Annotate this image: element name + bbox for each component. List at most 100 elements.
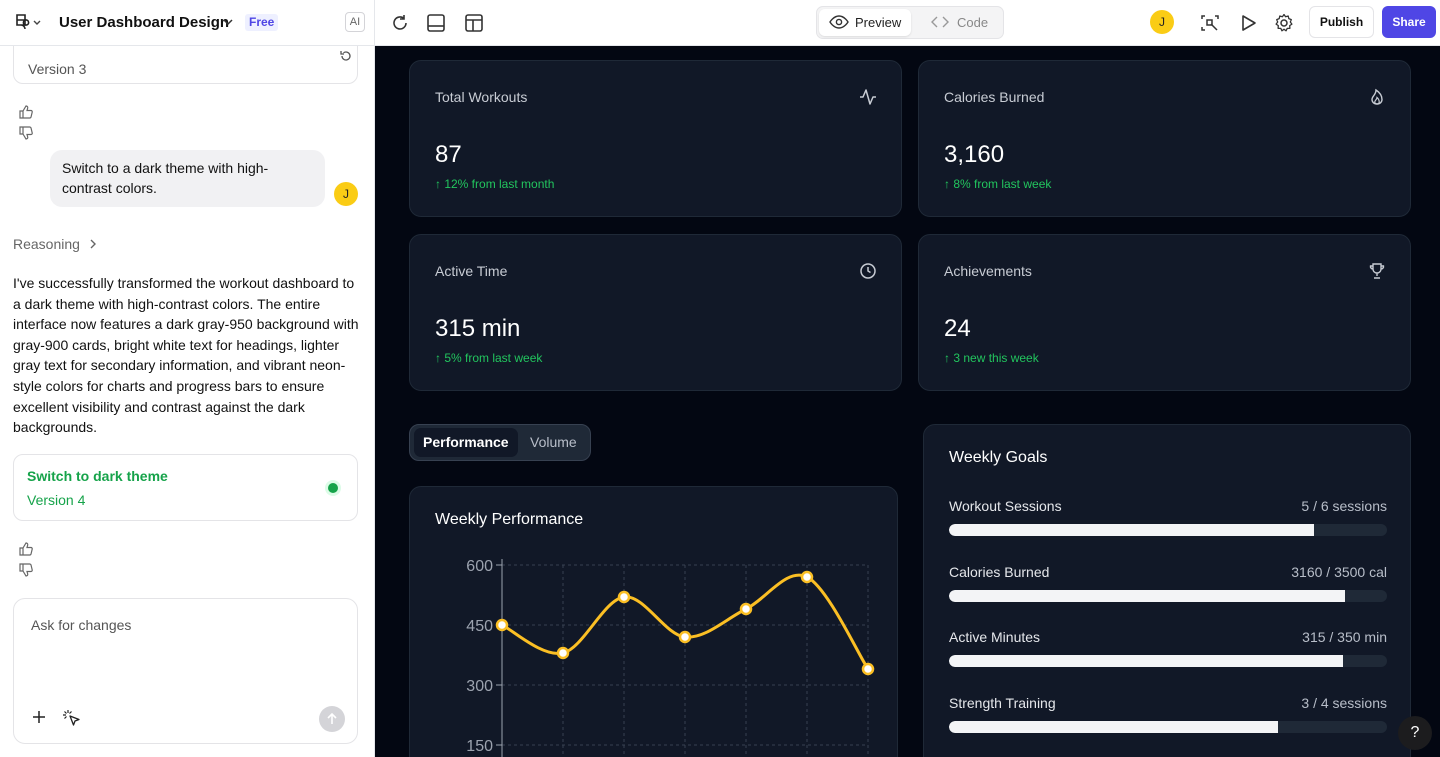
goal-progress-fill bbox=[949, 524, 1314, 536]
stat-change: ↑ 12% from last month bbox=[435, 177, 555, 191]
eye-icon bbox=[829, 15, 849, 29]
stat-card-calories-burned: Calories Burned 3,160 ↑ 8% from last wee… bbox=[918, 60, 1411, 217]
thumbs-up-icon[interactable] bbox=[18, 104, 34, 120]
y-tick-label: 150 bbox=[466, 738, 493, 755]
weekly-goals-card: Weekly Goals Workout Sessions 5 / 6 sess… bbox=[923, 424, 1411, 757]
goal-progress-fill bbox=[949, 655, 1344, 667]
restore-icon[interactable] bbox=[339, 49, 353, 63]
version-name: Switch to dark theme bbox=[27, 468, 168, 484]
stat-title: Total Workouts bbox=[435, 89, 528, 105]
data-point bbox=[617, 590, 631, 604]
goal-calories-burned: Calories Burned 3160 / 3500 cal bbox=[949, 564, 1387, 604]
chat-input[interactable]: Ask for changes bbox=[13, 598, 358, 744]
y-tick-label: 450 bbox=[466, 618, 493, 635]
layout-split-icon[interactable] bbox=[463, 12, 485, 34]
chart-tabs: Performance Volume bbox=[409, 424, 591, 461]
publish-button[interactable]: Publish bbox=[1309, 6, 1374, 38]
arrow-up-icon bbox=[327, 712, 337, 724]
thumbs-down-icon[interactable] bbox=[18, 562, 34, 578]
thumbs-down-icon[interactable] bbox=[18, 125, 34, 141]
goal-value: 5 / 6 sessions bbox=[1301, 498, 1387, 514]
version-card-active[interactable]: Switch to dark theme Version 4 bbox=[13, 454, 358, 521]
chevron-right-icon[interactable] bbox=[89, 238, 97, 250]
chat-panel: Version 3 Switch to a dark theme with hi… bbox=[0, 46, 375, 757]
project-header: User Dashboard Design Free AI bbox=[0, 0, 375, 46]
code-icon bbox=[931, 16, 949, 28]
stat-value: 24 bbox=[944, 315, 971, 342]
feedback-row bbox=[18, 104, 66, 140]
app-logo-icon[interactable] bbox=[14, 12, 42, 34]
goal-progress-fill bbox=[949, 590, 1345, 602]
view-mode-toggle: Preview Code bbox=[816, 6, 1004, 39]
stat-change: ↑ 5% from last week bbox=[435, 351, 543, 365]
data-point bbox=[861, 662, 875, 676]
weekly-performance-card: Weekly Performance 150 300 450 600 bbox=[409, 486, 898, 757]
reasoning-toggle[interactable]: Reasoning bbox=[13, 236, 80, 252]
top-bar: User Dashboard Design Free AI Preview Co… bbox=[0, 0, 1440, 46]
stat-title: Achievements bbox=[944, 263, 1032, 279]
gear-icon[interactable] bbox=[1273, 12, 1295, 34]
goal-progress-track bbox=[949, 590, 1387, 602]
goal-value: 3160 / 3500 cal bbox=[1291, 564, 1387, 580]
data-point bbox=[556, 646, 570, 660]
plus-icon[interactable] bbox=[31, 709, 47, 725]
chart-title: Weekly Performance bbox=[435, 511, 584, 528]
activity-icon bbox=[860, 89, 876, 105]
code-label: Code bbox=[957, 15, 989, 30]
goal-progress-fill bbox=[949, 721, 1278, 733]
refresh-icon[interactable] bbox=[389, 12, 411, 34]
goal-value: 315 / 350 min bbox=[1302, 629, 1387, 645]
stat-card-total-workouts: Total Workouts 87 ↑ 12% from last month bbox=[409, 60, 902, 217]
play-icon[interactable] bbox=[1237, 12, 1259, 34]
user-avatar[interactable]: J bbox=[1150, 10, 1174, 34]
goal-progress-track bbox=[949, 524, 1387, 536]
tab-performance[interactable]: Performance bbox=[414, 428, 518, 457]
goal-name: Strength Training bbox=[949, 695, 1056, 711]
stat-value: 315 min bbox=[435, 315, 521, 342]
y-tick-label: 600 bbox=[466, 558, 493, 575]
y-tick-label: 300 bbox=[466, 678, 493, 695]
data-point bbox=[678, 630, 692, 644]
goals-title: Weekly Goals bbox=[949, 449, 1048, 466]
weekly-performance-chart: 150 300 450 600 bbox=[466, 558, 875, 757]
version-label: Version 4 bbox=[27, 492, 86, 508]
thumbs-up-icon[interactable] bbox=[18, 541, 34, 557]
send-button[interactable] bbox=[319, 706, 345, 732]
data-point bbox=[495, 618, 509, 632]
ai-badge[interactable]: AI bbox=[345, 12, 365, 32]
goal-progress-track bbox=[949, 655, 1387, 667]
stat-title: Active Time bbox=[435, 263, 508, 279]
stat-title: Calories Burned bbox=[944, 89, 1045, 105]
flame-icon bbox=[1371, 88, 1383, 105]
project-title[interactable]: User Dashboard Design bbox=[59, 14, 230, 31]
preview-tab[interactable]: Preview bbox=[819, 9, 911, 36]
code-tab[interactable]: Code bbox=[919, 9, 1001, 36]
feedback-row bbox=[18, 541, 66, 577]
data-point bbox=[739, 602, 753, 616]
chat-input-placeholder: Ask for changes bbox=[31, 617, 132, 633]
scan-select-icon[interactable] bbox=[1199, 12, 1221, 34]
data-point bbox=[800, 570, 814, 584]
chevron-down-icon[interactable] bbox=[223, 14, 233, 30]
stat-card-active-time: Active Time 315 min ↑ 5% from last week bbox=[409, 234, 902, 391]
help-button[interactable]: ? bbox=[1398, 716, 1432, 750]
plan-badge: Free bbox=[245, 14, 279, 31]
user-avatar-chat: J bbox=[334, 182, 358, 206]
share-button[interactable]: Share bbox=[1382, 6, 1436, 38]
select-element-icon[interactable] bbox=[62, 709, 82, 729]
goal-workout-sessions: Workout Sessions 5 / 6 sessions bbox=[949, 498, 1387, 538]
goal-value: 3 / 4 sessions bbox=[1301, 695, 1387, 711]
active-status-dot bbox=[328, 483, 338, 493]
stat-change: ↑ 3 new this week bbox=[944, 351, 1039, 365]
goal-name: Active Minutes bbox=[949, 629, 1041, 645]
goal-progress-track bbox=[949, 721, 1387, 733]
goal-name: Workout Sessions bbox=[949, 498, 1062, 514]
goal-active-minutes: Active Minutes 315 / 350 min bbox=[949, 629, 1387, 669]
tab-volume[interactable]: Volume bbox=[530, 434, 577, 450]
stat-change: ↑ 8% from last week bbox=[944, 177, 1052, 191]
layout-panel-icon[interactable] bbox=[425, 12, 447, 34]
version-card-previous[interactable]: Version 3 bbox=[13, 46, 358, 84]
user-message: Switch to a dark theme with high-contras… bbox=[50, 150, 325, 207]
preview-label: Preview bbox=[855, 15, 902, 30]
dashboard-preview: Total Workouts 87 ↑ 12% from last month … bbox=[375, 46, 1440, 757]
